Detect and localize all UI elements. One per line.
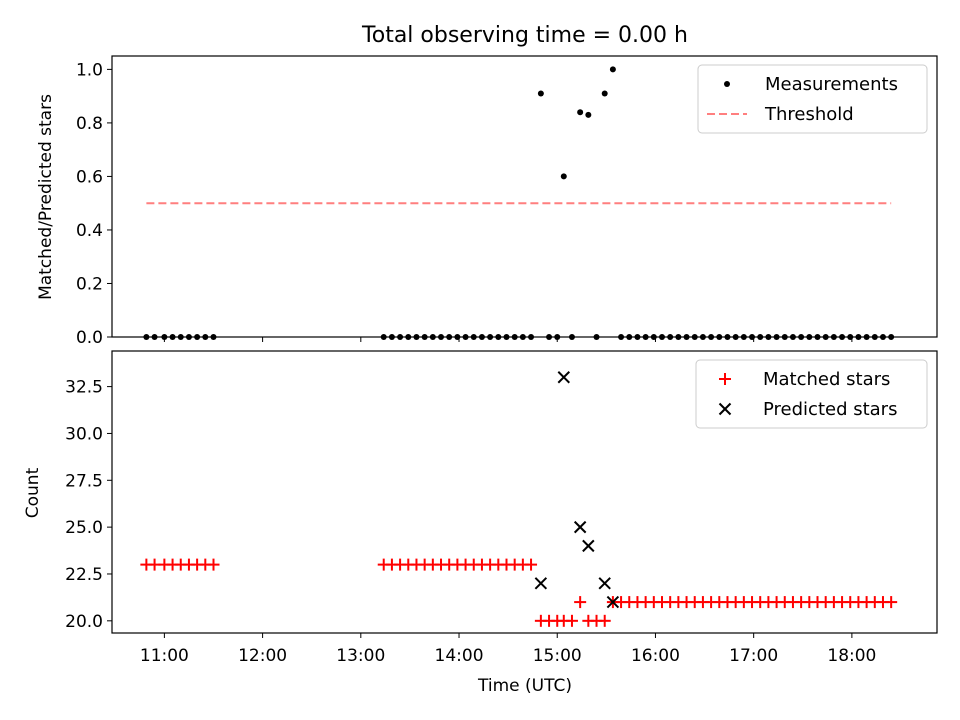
x-b — [534, 577, 548, 590]
y-tick-label: 20.0 — [65, 612, 103, 632]
legend-label: Measurements — [765, 74, 898, 95]
legend-label: Predicted stars — [763, 399, 897, 420]
predicted-star-point — [598, 577, 611, 590]
x-b — [557, 371, 570, 384]
matched-star-point — [885, 596, 898, 609]
top-y-axis-label: Matched/Predicted stars — [36, 94, 56, 300]
x-tick-label: 17:00 — [729, 646, 778, 666]
matched-star-point — [565, 614, 578, 627]
bottom-plot: 20.0 22.5 25.0 27.5 30.0 32.5 11:00 12:00 13:00 1… — [65, 350, 938, 666]
x-tick-label: 13:00 — [336, 646, 385, 666]
x-tick-label: 16:00 — [631, 646, 680, 666]
legend-label: Threshold — [764, 104, 854, 125]
legend: Matched stars Predicted stars — [695, 359, 928, 429]
legend-box — [695, 359, 928, 429]
measurement-point — [601, 90, 608, 97]
x-tick-label: 15:00 — [533, 646, 582, 666]
matched-star-point — [598, 614, 611, 627]
y-tick-label: 0.4 — [76, 221, 103, 241]
x-b — [582, 539, 595, 553]
y-tick-label: 27.5 — [65, 471, 103, 491]
y-tick-label: 0.2 — [76, 274, 103, 294]
x-tick-label: 14:00 — [435, 646, 484, 666]
y-tick-label: 32.5 — [65, 378, 103, 398]
y-tick-label: 1.0 — [76, 60, 103, 80]
measurement-point — [585, 111, 592, 118]
y-tick-label: 0.0 — [76, 328, 103, 348]
x-axis-label: Time (UTC) — [477, 676, 572, 696]
axes-frame — [111, 55, 938, 338]
x-tick-label: 11:00 — [140, 646, 189, 666]
matched-star-point — [207, 558, 220, 571]
predicted-star-point — [573, 520, 587, 534]
predicted-star-point — [606, 595, 620, 609]
axes-frame — [111, 350, 938, 634]
y-tick-label: 0.8 — [76, 114, 103, 134]
y-tick-label: 0.6 — [76, 167, 103, 187]
legend-label: Matched stars — [763, 369, 890, 390]
measurement-point — [577, 109, 584, 116]
y-tick-label: 25.0 — [65, 518, 103, 538]
x-b — [573, 520, 587, 534]
top-plot: 0.0 0.2 0.4 0.6 0.8 1.0 Measurements Threshold — [76, 55, 938, 348]
measurement-point — [537, 90, 544, 97]
legend-matched-swatch — [719, 373, 731, 385]
measurement-point — [560, 173, 567, 180]
x-b — [598, 577, 611, 590]
legend-predicted-swatch — [718, 402, 732, 416]
matched-star-point — [525, 558, 538, 571]
x-tick-label: 18:00 — [827, 646, 876, 666]
y-tick-label: 30.0 — [65, 424, 103, 444]
x-b — [718, 402, 732, 416]
legend: Measurements Threshold — [697, 64, 928, 134]
predicted-star-point — [557, 371, 570, 384]
x-b — [606, 595, 620, 609]
predicted-star-point — [582, 539, 595, 553]
legend-measurement-swatch — [724, 81, 730, 87]
x-tick-label: 12:00 — [238, 646, 287, 666]
y-tick-label: 22.5 — [65, 565, 103, 585]
chart-title: Total observing time = 0.00 h — [361, 23, 688, 48]
measurement-point — [609, 66, 616, 73]
legend-box — [697, 64, 928, 134]
predicted-star-point — [534, 577, 548, 590]
bottom-y-axis-label: Count — [23, 467, 43, 518]
matched-star-point — [574, 596, 587, 609]
